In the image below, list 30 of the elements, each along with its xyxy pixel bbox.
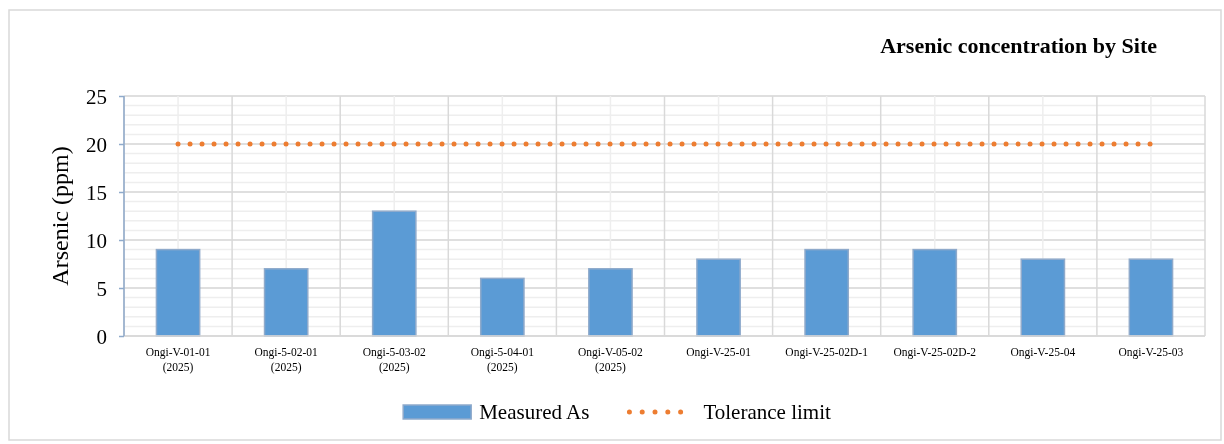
x-tick-label: Ongi-V-25-04 bbox=[1010, 346, 1076, 359]
x-tick-label: Ongi-5-02-01 (2025) bbox=[254, 346, 319, 374]
bar bbox=[371, 210, 417, 337]
x-tick-label: Ongi-V-25-03 bbox=[1118, 346, 1184, 359]
bar bbox=[155, 248, 201, 337]
legend-label: Tolerance limit bbox=[703, 400, 831, 425]
chart-title: Arsenic concentration by Site bbox=[880, 33, 1158, 58]
y-tick-label: 20 bbox=[86, 132, 107, 157]
bar bbox=[263, 268, 309, 337]
x-tick-label: Ongi-V-25-02D-1 bbox=[785, 346, 869, 359]
bar bbox=[588, 268, 633, 337]
bar bbox=[804, 248, 850, 337]
x-tick-label: Ongi-V-01-01 (2025) bbox=[145, 346, 211, 374]
x-tick-label: Ongi-5-03-02 (2025) bbox=[362, 346, 427, 374]
y-tick-label: 15 bbox=[86, 180, 107, 205]
y-tick-label: 5 bbox=[96, 276, 107, 301]
y-tick-label: 25 bbox=[86, 84, 107, 109]
x-tick-label: Ongi-V-25-02D-2 bbox=[893, 346, 977, 359]
x-tick-label: Ongi-V-25-01 bbox=[686, 346, 752, 359]
bar bbox=[1128, 258, 1174, 337]
x-tick-label: Ongi-V-05-02 (2025) bbox=[578, 346, 644, 374]
y-tick-label: 0 bbox=[96, 324, 107, 349]
bar bbox=[1020, 258, 1066, 337]
y-axis-title: Arsenic (ppm) bbox=[47, 146, 73, 286]
x-tick-label: Ongi-5-04-01 (2025) bbox=[470, 346, 535, 374]
bar bbox=[479, 277, 525, 337]
bar bbox=[912, 248, 958, 337]
bar bbox=[696, 258, 741, 337]
y-tick-label: 10 bbox=[86, 228, 107, 253]
legend-label: Measured As bbox=[479, 400, 590, 425]
